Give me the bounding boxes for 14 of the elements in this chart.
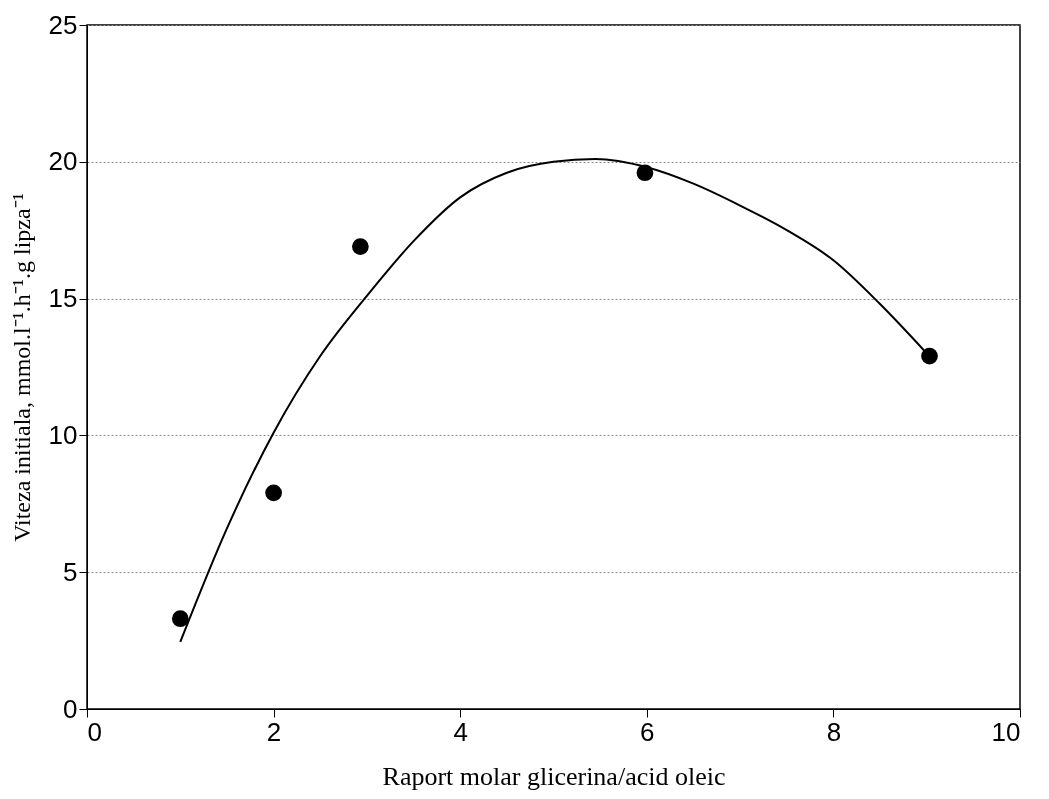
y-tick-label: 5	[63, 556, 78, 587]
y-tick-label: 20	[48, 146, 78, 177]
x-tick-label: 6	[640, 716, 655, 747]
x-tick-label: 0	[87, 716, 102, 747]
x-axis-title: Raport molar glicerina/acid oleic	[382, 761, 726, 791]
y-axis-title: Viteza initiala, mmol.l⁻¹.h⁻¹.g lipza⁻¹	[8, 193, 35, 542]
x-tick-label: 8	[826, 716, 842, 747]
x-tick-label: 4	[453, 716, 468, 747]
y-tick-label: 25	[48, 9, 78, 40]
x-tick-label: 2	[266, 716, 282, 747]
y-tick-label: 10	[48, 419, 78, 450]
x-tick-label: 10	[991, 716, 1021, 747]
y-tick-label: 15	[48, 283, 78, 314]
y-tick-label: 0	[63, 693, 78, 724]
